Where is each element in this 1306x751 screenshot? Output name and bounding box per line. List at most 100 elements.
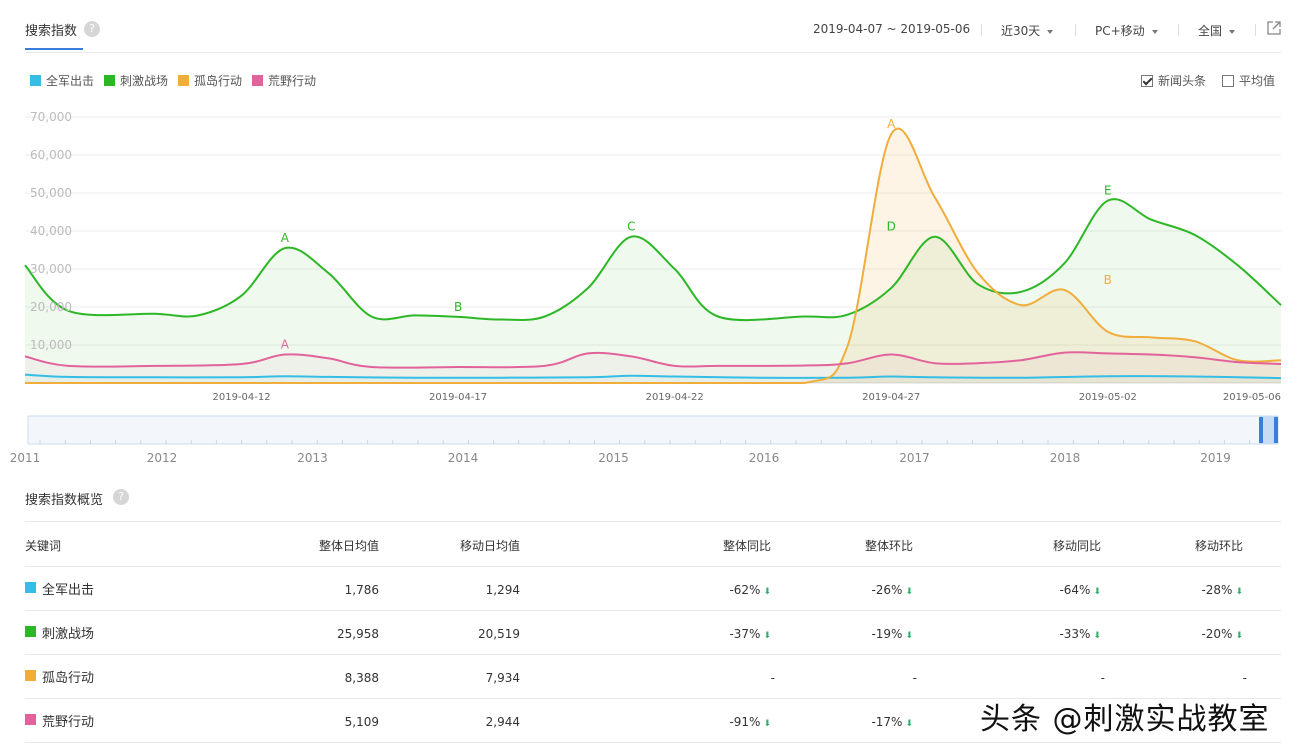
news-marker-label: C xyxy=(627,220,635,234)
divider xyxy=(1255,24,1256,36)
news-headline-toggle[interactable]: 新闻头条 xyxy=(1141,72,1206,89)
average-toggle[interactable]: 平均值 xyxy=(1222,72,1275,89)
y-tick-label: 30,000 xyxy=(30,262,72,276)
keyword-label: 全军出击 xyxy=(42,583,95,598)
help-icon[interactable]: ? xyxy=(113,489,129,505)
watermark: 头条 @刺激实战教室 xyxy=(980,702,1270,737)
row-divider xyxy=(25,698,1281,699)
date-range-picker[interactable]: 2019-04-07 ~ 2019-05-06 xyxy=(813,22,971,36)
series-lines xyxy=(24,127,1282,385)
external-link-icon[interactable] xyxy=(1267,21,1281,35)
help-icon[interactable]: ? xyxy=(84,21,100,37)
keyword-swatch xyxy=(25,670,36,681)
news-marker-label: A xyxy=(887,117,896,131)
period-dropdown[interactable]: 近30天 xyxy=(1001,22,1054,39)
cell-value: 25,958 xyxy=(337,627,379,641)
keyword-label: 荒野行动 xyxy=(42,715,95,730)
caret-down-icon xyxy=(1151,29,1158,34)
region-dropdown[interactable]: 全国 xyxy=(1198,22,1236,39)
x-tick-label: 2019-04-27 xyxy=(862,392,920,403)
arrow-down-icon: ⬇ xyxy=(763,587,771,597)
x-tick-label: 2019-04-22 xyxy=(646,392,704,403)
table-cell: -26% ⬇ xyxy=(871,583,913,597)
search-index-chart: 70,000 60,000 50,000 40,000 30,000 20,000 10,0… xyxy=(10,110,1282,465)
overview-year-label: 2017 xyxy=(899,451,930,465)
table-cell: -28% ⬇ xyxy=(1201,583,1243,597)
column-header: 整体日均值 xyxy=(318,539,379,553)
x-tick-label: 2019-05-02 xyxy=(1079,392,1137,403)
series-areas xyxy=(25,128,1281,383)
y-tick-label: 10,000 xyxy=(30,338,72,352)
table-top-border xyxy=(25,521,1281,522)
legend-item-huangye[interactable]: 荒野行动 xyxy=(252,72,316,88)
news-markers: A B C D E A B A xyxy=(281,117,1112,351)
table-cell: 2,944 xyxy=(486,715,520,729)
table-cell: -91% ⬇ xyxy=(729,715,771,729)
cell-value: 8,388 xyxy=(344,671,379,685)
cell-value: -20% xyxy=(1201,627,1233,641)
column-header: 整体同比 xyxy=(722,539,771,553)
overview-year-label: 2018 xyxy=(1050,451,1081,465)
series-area xyxy=(25,199,1281,383)
table-cell: - xyxy=(1243,671,1247,685)
series-line xyxy=(24,198,1282,322)
y-tick-label: 60,000 xyxy=(30,148,72,162)
cell-value: 20,519 xyxy=(478,627,520,641)
news-checkbox[interactable] xyxy=(1141,74,1153,87)
column-header: 移动环比 xyxy=(1194,539,1243,553)
table-cell: -17% ⬇ xyxy=(871,715,913,729)
table-cell: 25,958 xyxy=(337,627,379,641)
y-tick-label: 20,000 xyxy=(30,300,72,314)
overview-year-label: 2019 xyxy=(1200,451,1231,465)
row-divider xyxy=(25,566,1281,567)
table-cell: -20% ⬇ xyxy=(1201,627,1243,641)
overview-selected-range xyxy=(1259,416,1278,444)
legend-label: 荒野行动 xyxy=(268,73,317,88)
y-tick-label: 70,000 xyxy=(30,110,72,124)
header-bar: 搜索指数 ? 2019-04-07 ~ 2019-05-06 近30天 PC+移… xyxy=(0,0,1306,54)
keyword-label: 孤岛行动 xyxy=(42,671,95,686)
arrow-down-icon: ⬇ xyxy=(905,587,913,597)
legend-item-quanjun[interactable]: 全军出击 xyxy=(30,72,94,88)
tab-search-index[interactable]: 搜索指数 xyxy=(25,24,78,39)
news-marker-label: E xyxy=(1104,184,1112,198)
news-marker-label: B xyxy=(454,300,462,314)
overview-track xyxy=(27,415,1279,445)
legend-item-gudao[interactable]: 孤岛行动 xyxy=(178,72,242,88)
legend-swatch xyxy=(104,74,116,86)
range-handle-right xyxy=(1274,417,1278,443)
news-marker-label: D xyxy=(887,220,896,234)
arrow-down-icon: ⬇ xyxy=(1235,631,1243,641)
x-axis-labels: 2019-04-12 2019-04-17 2019-04-22 2019-04-27… xyxy=(212,392,1281,403)
range-handle-left xyxy=(1259,417,1263,443)
series-area xyxy=(25,128,1281,383)
arrow-down-icon: ⬇ xyxy=(1235,587,1243,597)
cell-value: -37% xyxy=(729,627,761,641)
table-cell: -62% ⬇ xyxy=(729,583,771,597)
divider xyxy=(1178,24,1179,36)
average-checkbox[interactable] xyxy=(1222,74,1234,87)
cell-value: -62% xyxy=(729,583,761,597)
y-tick-label: 50,000 xyxy=(30,186,72,200)
y-axis-labels: 70,000 60,000 50,000 40,000 30,000 20,000 10,0… xyxy=(30,110,72,352)
legend-item-ciji[interactable]: 刺激战场 xyxy=(104,72,168,88)
table-cell: -33% ⬇ xyxy=(1059,627,1101,641)
range-overview[interactable]: 2011 2012 2013 2014 2015 2016 2017 2018 2019 xyxy=(10,415,1279,465)
overview-year-label: 2014 xyxy=(448,451,479,465)
device-dropdown[interactable]: PC+移动 xyxy=(1095,22,1158,39)
table-cell: - xyxy=(1101,671,1105,685)
table-cell: - xyxy=(771,671,775,685)
legend-swatch xyxy=(252,74,264,86)
period-label: 近30天 xyxy=(1001,24,1041,38)
series-line xyxy=(24,127,1282,385)
cell-value: - xyxy=(770,671,775,685)
cell-value: -64% xyxy=(1059,583,1091,597)
caret-down-icon xyxy=(1047,29,1054,34)
table-cell: 1,294 xyxy=(486,583,520,597)
cell-value: 1,786 xyxy=(344,583,379,597)
column-header: 移动同比 xyxy=(1052,539,1101,553)
cell-value: -91% xyxy=(729,715,761,729)
cell-value: -19% xyxy=(871,627,903,641)
cell-value: 1,294 xyxy=(485,583,520,597)
divider xyxy=(981,24,982,36)
